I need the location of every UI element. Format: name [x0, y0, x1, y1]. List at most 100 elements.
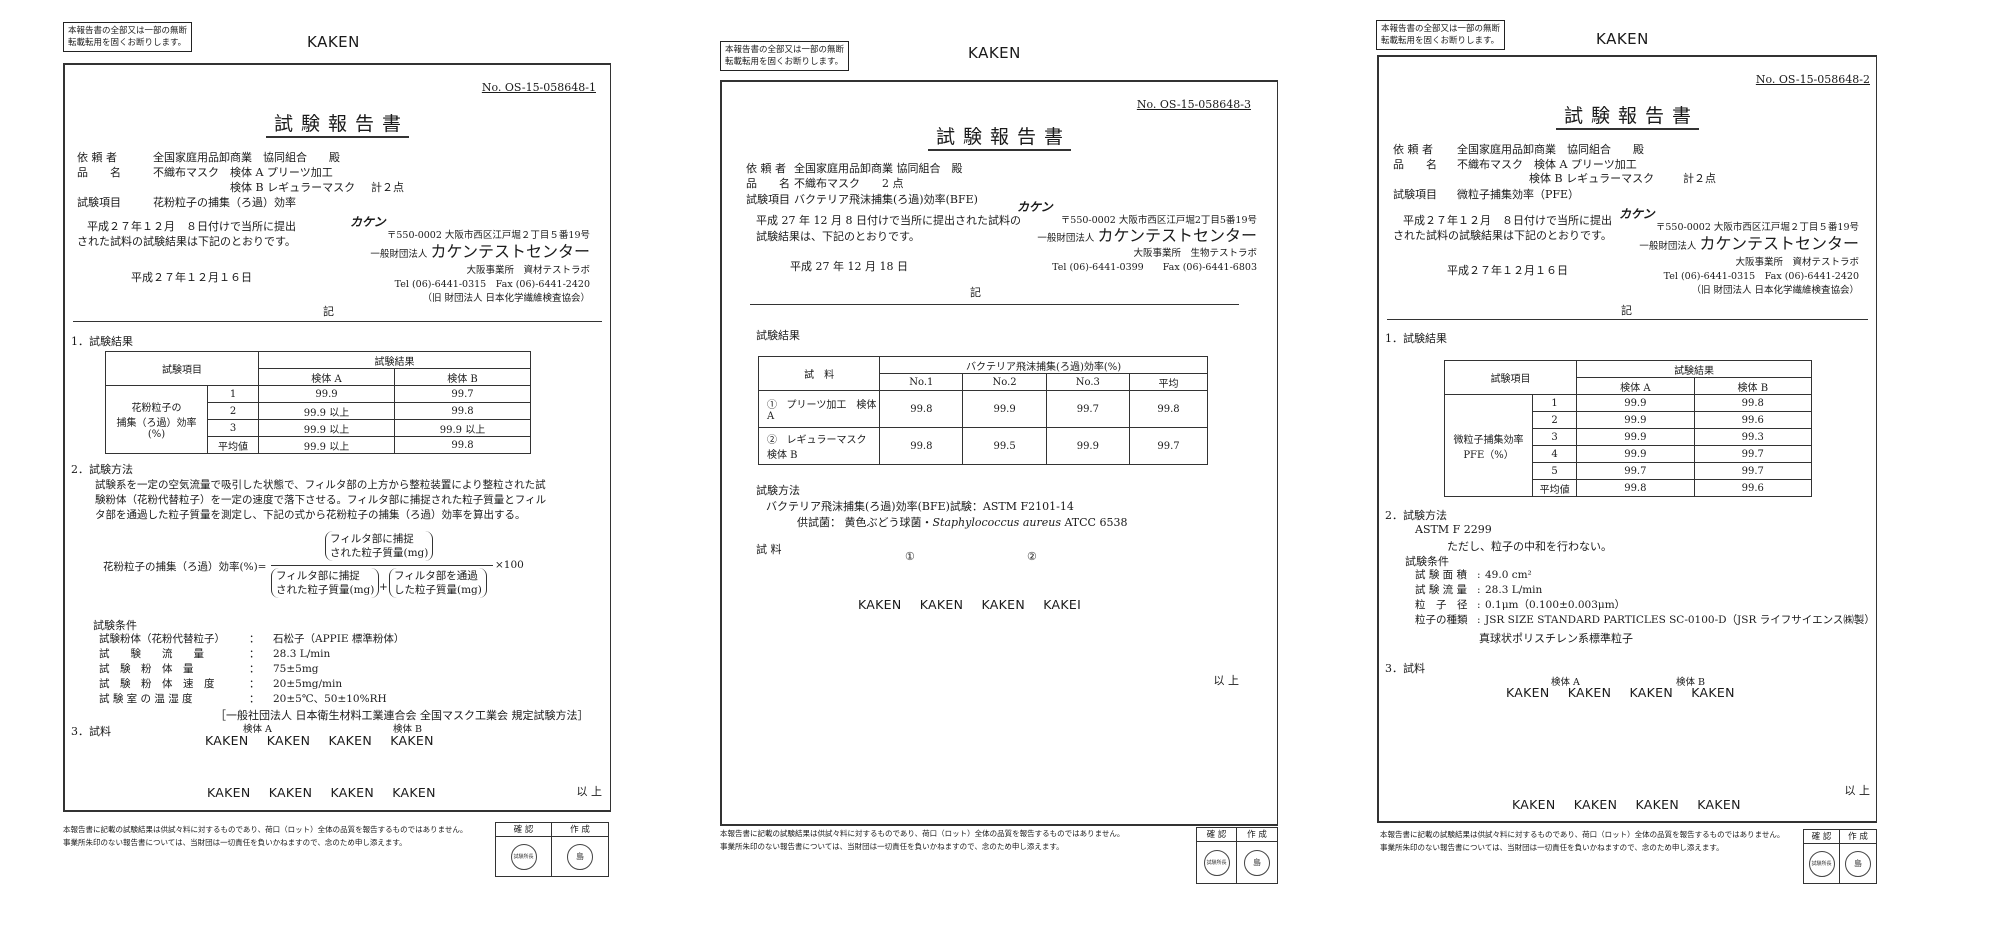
table-row: 平均値 99.8 99.6 — [1445, 479, 1813, 497]
test-standard: ASTM F 2299 — [1415, 523, 1492, 536]
condition-label: 試 験 流 量 — [99, 648, 204, 660]
report-number: No. OS-15-058648-1 — [481, 81, 596, 94]
table-row: ① プリーツ加工 検体 A 99.8 99.9 99.7 99.8 — [757, 390, 1209, 428]
approval-stamps: 確 認作 成 試験所長 島 — [1803, 829, 1877, 884]
value-sample-a: 99.9 — [1576, 411, 1695, 429]
value-sample-a: 99.9 — [1576, 445, 1695, 463]
separator: ： — [249, 633, 260, 645]
value-sample-a: 99.9 — [1576, 394, 1695, 412]
report-2: 本報告書の全部又は一部の無断 転載転用を固くお断りします。 KAKEN No. O… — [1360, 0, 2000, 938]
confirm-seal: 試験所長 — [496, 837, 552, 876]
bfe-value: 99.7 — [1128, 427, 1209, 465]
value-sample-b: 99.7 — [1693, 462, 1813, 480]
trial-number: 3 — [1532, 428, 1578, 446]
condition-row: 試 験 粉 体 量 ： 75±5mg — [99, 662, 404, 677]
sample-labels-1: KAKEN KAKEN KAKEN KAKEN — [205, 733, 434, 748]
product-a: 不織布マスク 検体 A プリーツ加工 — [153, 166, 333, 179]
plus-sign: + — [379, 581, 388, 593]
confirm-seal: 試験所長 — [1804, 844, 1840, 883]
sample-a-label: 検体 A — [1551, 677, 1580, 688]
bfe-value: 99.5 — [962, 427, 1047, 465]
intro-1: 平成２７年１２月 ８日付けで当所に提出 — [1403, 214, 1612, 227]
header-sample-b: 検体 B — [394, 368, 531, 386]
fraction-bar — [271, 565, 493, 566]
condition-row: 試 験 流 量:28.3 L/min — [1415, 583, 1875, 598]
condition-value: 20±5mg/min — [273, 678, 343, 690]
test-item-label: 試験項目 — [77, 196, 121, 209]
separator: : — [1477, 599, 1481, 611]
report-number: No. OS-15-058648-3 — [1136, 98, 1251, 111]
end-mark: 以 上 — [576, 785, 603, 798]
test-organism: 供試菌： 黄色ぶどう球菌・Staphylococcus aureus ATCC … — [797, 516, 1128, 529]
condition-label: 試 験 粉 体 量 — [99, 663, 194, 675]
divider — [1387, 319, 1868, 320]
test-item-label: 試験項目 — [1393, 188, 1437, 201]
table-row: 花粉粒子の 捕集（ろ過）効率 (%) 1 99.9 99.7 — [105, 385, 531, 454]
section-results: 試験結果 — [756, 329, 800, 342]
bfe-value: 99.8 — [879, 390, 964, 428]
client-label: 依 頼 者 — [746, 162, 786, 175]
value-sample-b: 99.7 — [1693, 445, 1813, 463]
trial-number: 平均値 — [207, 436, 259, 454]
header-trial: 平均 — [1128, 373, 1209, 391]
report-title: 試験報告書 — [722, 122, 1277, 151]
header-trial: No.3 — [1045, 373, 1130, 391]
condition-value: 石松子（APPIE 標準粉体） — [273, 633, 405, 645]
method: バクテリア飛沫捕集(ろ過)効率(BFE)試験：ASTM F2101-14 — [766, 500, 1074, 513]
table-row: 3 99.9 99.3 — [1445, 428, 1813, 446]
intro-2: された試料の試験結果は下記のとおりです。 — [77, 235, 296, 248]
trial-number: 2 — [207, 402, 259, 420]
table-row: 微粒子捕集効率 PFE（%） 1 99.9 99.8 — [1443, 394, 1813, 497]
formula-denominator-2: フィルタ部を通過 した粒子質量(mg) — [389, 568, 487, 598]
formula-denominator-1: フィルタ部に捕捉 された粒子質量(mg) — [271, 568, 380, 598]
header-test-result: 試験結果 — [1576, 360, 1812, 378]
condition-row: 粒 子 径:0.1μm（0.100±0.003μm） — [1415, 598, 1875, 613]
sample-1-mark: ① — [905, 550, 915, 563]
sample-b-label: 検体 B — [393, 724, 423, 735]
client-label: 依 頼 者 — [77, 151, 117, 164]
reproduction-notice: 本報告書の全部又は一部の無断 転載転用を固くお断りします。 — [1376, 20, 1506, 50]
report-1: 本報告書の全部又は一部の無断 転載転用を固くお断りします。 KAKEN No. O… — [0, 0, 640, 938]
product-label: 品 名 — [746, 177, 790, 190]
header-trial: No.1 — [879, 373, 964, 391]
method-line-2: 験粉体（花粉代替粒子）を一定の速度で落下させる。フィルタ部に捕捉された粒子質量と… — [95, 494, 547, 506]
value-sample-b: 99.3 — [1693, 428, 1813, 446]
report-body: No. OS-15-058648-2 試験報告書 依 頼 者 全国家庭用品卸商業… — [1377, 55, 1877, 823]
separator: : — [1477, 584, 1481, 596]
sample-labels-1: KAKEN KAKEN KAKEN KAKEN — [1506, 685, 1735, 700]
ki-mark: 記 — [323, 305, 334, 318]
condition-row: 試 験 面 積:49.0 cm² — [1415, 568, 1875, 583]
value-sample-b: 99.6 — [1693, 479, 1813, 497]
reproduction-notice: 本報告書の全部又は一部の無断 転載転用を固くお断りします。 — [720, 41, 850, 71]
client-label: 依 頼 者 — [1393, 143, 1433, 156]
kaken-logo: カケン — [1017, 200, 1053, 214]
sample-2-mark: ② — [1027, 550, 1037, 563]
approval-stamps: 確 認作 成 試験所長 島 — [1196, 827, 1278, 884]
header-sample-a: 検体 A — [1576, 377, 1695, 395]
trial-number: 3 — [207, 419, 259, 437]
table-row: 検体 A 検体 B — [1445, 377, 1813, 395]
section-method: 2．試験方法 — [71, 463, 133, 476]
value-sample-a: 99.8 — [1576, 479, 1695, 497]
report-date: 平成２７年１２月１６日 — [131, 271, 252, 284]
intro-1: 平成 27 年 12 月 8 日付けで当所に提出された試料の — [756, 214, 1021, 227]
lab-name: カケンテストセンター — [1699, 234, 1859, 253]
sample-name: ① プリーツ加工 検体 A — [757, 390, 881, 428]
reproduction-notice: 本報告書の全部又は一部の無断 転載転用を固くお断りします。 — [63, 22, 193, 52]
separator: ： — [249, 678, 260, 690]
header-test-item: 試験項目 — [1443, 360, 1578, 395]
value-sample-a: 99.9 — [258, 385, 395, 403]
trial-number: 5 — [1532, 462, 1578, 480]
ki-mark: 記 — [1621, 304, 1632, 317]
sample-count: 計２点 — [371, 181, 404, 194]
condition-label: 試験粉体（花粉代替粒子） — [99, 633, 225, 645]
bfe-value: 99.9 — [1045, 427, 1130, 465]
value-sample-a: 99.9 — [1576, 428, 1695, 446]
condition-value: 28.3 L/min — [273, 648, 331, 660]
value-sample-b: 99.8 — [394, 436, 531, 454]
bfe-value: 99.7 — [1045, 390, 1130, 428]
row-label: 花粉粒子の 捕集（ろ過）効率 (%) — [105, 385, 208, 454]
condition-label: 試 験 粉 体 速 度 — [99, 678, 215, 690]
separator: : — [1477, 614, 1481, 626]
conditions-list: 試験粉体（花粉代替粒子） ： 石松子（APPIE 標準粉体） 試 験 流 量 ： 28.3… — [99, 632, 404, 707]
